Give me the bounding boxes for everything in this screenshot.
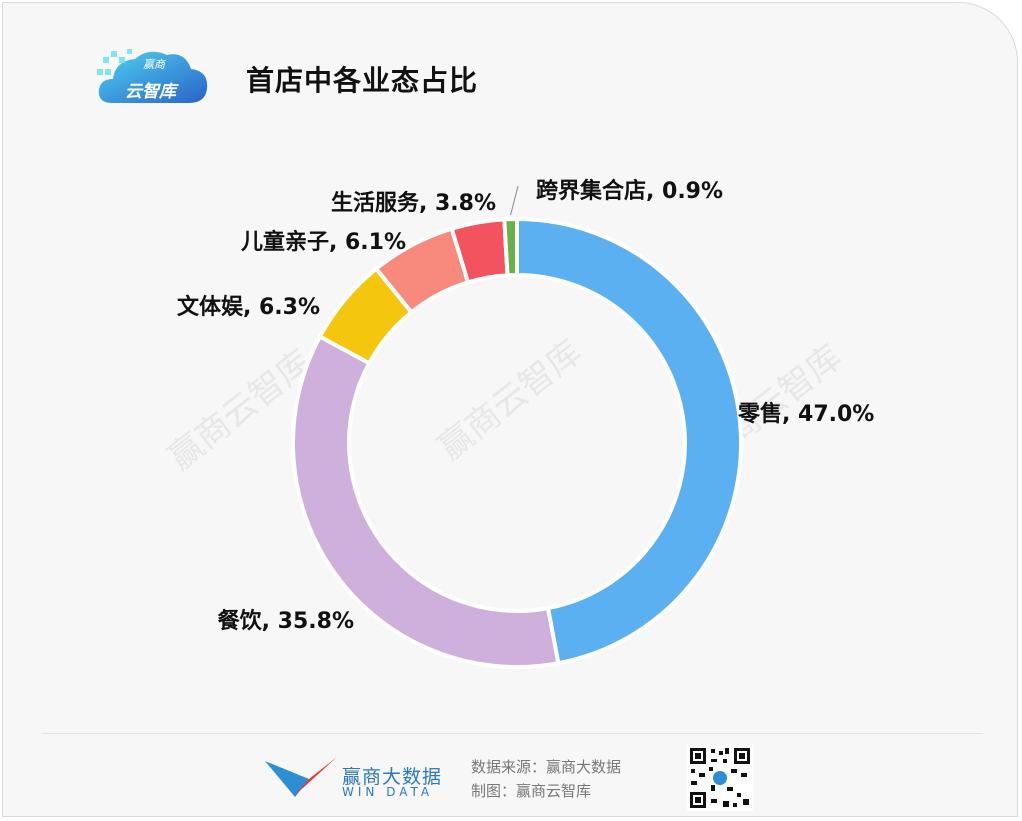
brand-subtitle: WIN DATA (342, 785, 434, 799)
win-data-logo-icon (265, 757, 337, 797)
slice-label: 文体娱, 6.3% (177, 294, 320, 320)
leader-line (510, 185, 519, 216)
logo-text: 云智库 (125, 82, 176, 102)
slice-label: 零售, 47.0% (737, 401, 874, 427)
logo-small-text: 赢商 (143, 58, 165, 71)
slice-label: 跨界集合店, 0.9% (536, 178, 723, 204)
slice-label: 儿童亲子, 6.1% (240, 229, 406, 255)
brand-name: 赢商大数据 (342, 766, 443, 788)
donut-slice (291, 333, 561, 669)
donut-slice (502, 216, 519, 278)
qr-code-icon (687, 745, 753, 811)
footer-divider (43, 733, 983, 734)
data-source: 数据来源：赢商大数据 (471, 758, 622, 776)
slice-label: 餐饮, 35.8% (218, 609, 354, 634)
page-title: 首店中各业态占比 (246, 64, 479, 97)
cloud-logo-icon (97, 49, 208, 103)
chart-credit: 制图：赢商云智库 (471, 782, 592, 800)
slice-label: 生活服务, 3.8% (331, 191, 496, 216)
donut-slice (515, 216, 743, 666)
